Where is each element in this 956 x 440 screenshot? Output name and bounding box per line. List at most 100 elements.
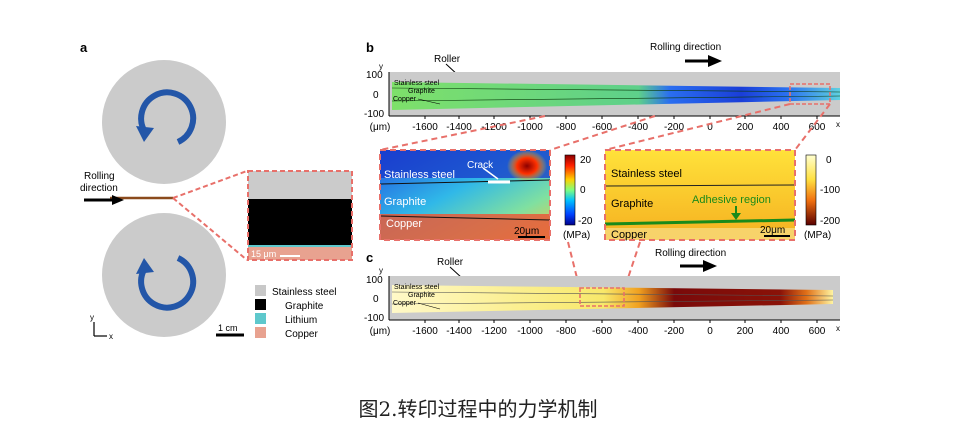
panel-b-x-tick-label: -600 (592, 122, 612, 133)
panel-b-direction-arrow-icon (708, 55, 722, 67)
panel-b-rolling-label: Rolling direction (650, 42, 721, 53)
legend-label-stainless: Stainless steel (272, 287, 336, 298)
panel-c-x-ticks: (μm) -1600 -1400 -1200 -1000 -800 -600 -400 -200… (370, 320, 826, 337)
panel-b-zoom-box (789, 83, 831, 105)
panel-c-interface-bottom (391, 299, 834, 305)
axis-x-label: x (109, 332, 113, 341)
panel-c-roller-label: Roller (437, 257, 464, 268)
inset-right: Stainless steel Graphite Adhesive region… (604, 149, 840, 241)
panel-b-x-axis-label: x (836, 120, 840, 129)
panel-b-x-tick-label: 600 (809, 122, 826, 133)
panel-b: b Roller Rolling direction Stainless ste… (364, 40, 841, 133)
panel-b-x-tick-label: 200 (737, 122, 754, 133)
axis-y-label: y (90, 313, 94, 322)
inset-left-colorbar (564, 154, 576, 226)
panel-b-y-tick-neg100: -100 (364, 109, 384, 120)
inset-left: Crack Stainless steel Graphite Copper 20… (379, 149, 593, 241)
crack-label: Crack (467, 160, 494, 171)
figure-caption: 图2.转印过程中的力学机制 (358, 397, 598, 421)
panel-b-layer-stainless: Stainless steel (394, 80, 440, 87)
panel-c-label: c (366, 250, 373, 265)
panel-b-layer-graphite: Graphite (408, 88, 435, 95)
panel-b-x-tick-label: -1600 (412, 122, 438, 133)
panel-c-x-tick-label: 0 (707, 326, 713, 337)
inset-right-field (605, 150, 795, 240)
panel-b-x-tick-label: -1000 (517, 122, 543, 133)
panel-c-layer-stainless: Stainless steel (394, 284, 440, 291)
panel-c-direction-arrow-icon (703, 260, 717, 272)
zoom-stainless (248, 171, 352, 199)
inset-right-interface-1 (604, 184, 796, 187)
rolling-direction-arrow-icon (112, 195, 124, 205)
panel-c-x-axis-label: x (836, 324, 840, 333)
inset-right-frame (604, 149, 796, 241)
panel-c-x-tick-label: -1600 (412, 326, 438, 337)
panel-c-x-tick-label: -600 (592, 326, 612, 337)
inset-right-adhesive-line (604, 218, 796, 226)
zoom-graphite (248, 199, 352, 245)
inset-left-interface-2 (379, 215, 551, 221)
inset-right-stainless-label: Stainless steel (611, 168, 682, 180)
panel-b-x-tick-label: -800 (556, 122, 576, 133)
panel-c-x-tick-label: 600 (809, 326, 826, 337)
panel-b-roller-label: Roller (434, 54, 461, 65)
panel-b-x-tick-label: -1200 (481, 122, 507, 133)
inset-right-copper-zone (605, 228, 795, 240)
inset-left-copper-label: Copper (386, 218, 422, 230)
panel-c-y-axis-label: y (379, 266, 383, 275)
inset-left-graphite-label: Graphite (384, 196, 426, 208)
panel-c-x-tick-label: -400 (628, 326, 648, 337)
panel-b-interface-bottom (391, 95, 841, 102)
adhesive-region-label: Adhesive region (692, 194, 771, 206)
panel-c-x-tick-label: -1200 (481, 326, 507, 337)
inset-left-hotspot (507, 150, 547, 182)
panel-c-x-tick-label: 200 (737, 326, 754, 337)
inset-left-cbar-tick-bottom: -20 (578, 216, 593, 227)
panel-b-x-tick-label: -1400 (446, 122, 472, 133)
legend-swatch-lithium (255, 313, 266, 324)
inset-right-copper-label: Copper (611, 229, 647, 241)
panel-c-layer-copper: Copper (393, 300, 417, 307)
adhesive-arrow-icon (731, 213, 741, 220)
panel-c-x-tick-label: (μm) (370, 326, 391, 337)
inset-left-interface-1 (379, 179, 551, 185)
panel-c: c Roller Rolling direction Stainless ste… (364, 248, 840, 337)
zoom-box (247, 170, 353, 261)
panel-b-y-tick-100: 100 (366, 70, 383, 81)
inset-left-scale-label: 20μm (514, 226, 539, 237)
inset-left-cbar-unit: (MPa) (563, 230, 590, 241)
panel-c-x-tick-label: -1000 (517, 326, 543, 337)
panel-a-label: a (80, 40, 88, 55)
panel-c-zoom-box (579, 287, 625, 307)
arrowhead-upper-icon (136, 126, 154, 142)
connector-b-right-1 (604, 103, 791, 151)
inset-left-cbar-tick-mid: 0 (580, 185, 586, 196)
zoom-line-top (172, 170, 248, 199)
inset-left-frame (379, 149, 551, 241)
panel-b-layer-copper: Copper (393, 96, 417, 103)
arrowhead-lower-icon (136, 258, 154, 274)
panel-a-legend: Stainless steel Graphite Lithium Copper (255, 285, 336, 340)
inset-right-cbar-tick-mid: -100 (820, 185, 840, 196)
panel-b-x-ticks: (μm) -1600 -1400 -1200 -1000 -800 -600 -400 -200… (370, 116, 826, 133)
zoom-copper (248, 247, 352, 260)
inset-left-cbar-tick-top: 20 (580, 155, 592, 166)
panel-b-copper-pointer (417, 98, 441, 105)
panel-b-x-tick-label: -400 (628, 122, 648, 133)
panel-b-x-tick-label: (μm) (370, 122, 391, 133)
legend-label-lithium: Lithium (285, 315, 317, 326)
connector-b-left-2 (549, 115, 656, 151)
panel-c-x-tick-label: 400 (773, 326, 790, 337)
legend-label-copper: Copper (285, 329, 318, 340)
zoom-line-bottom (172, 197, 248, 261)
panel-c-y-tick-0: 0 (373, 294, 379, 305)
rolling-direction-label-line1: Rolling (84, 171, 115, 182)
inset-right-cbar-unit: (MPa) (804, 230, 831, 241)
inset-right-cbar-tick-top: 0 (826, 155, 832, 166)
panel-c-layer-graphite: Graphite (408, 292, 435, 299)
upper-roller (102, 60, 226, 184)
scale-1cm-label: 1 cm (218, 323, 238, 333)
panel-c-x-tick-label: -200 (664, 326, 684, 337)
panel-c-interface-top (391, 291, 834, 297)
